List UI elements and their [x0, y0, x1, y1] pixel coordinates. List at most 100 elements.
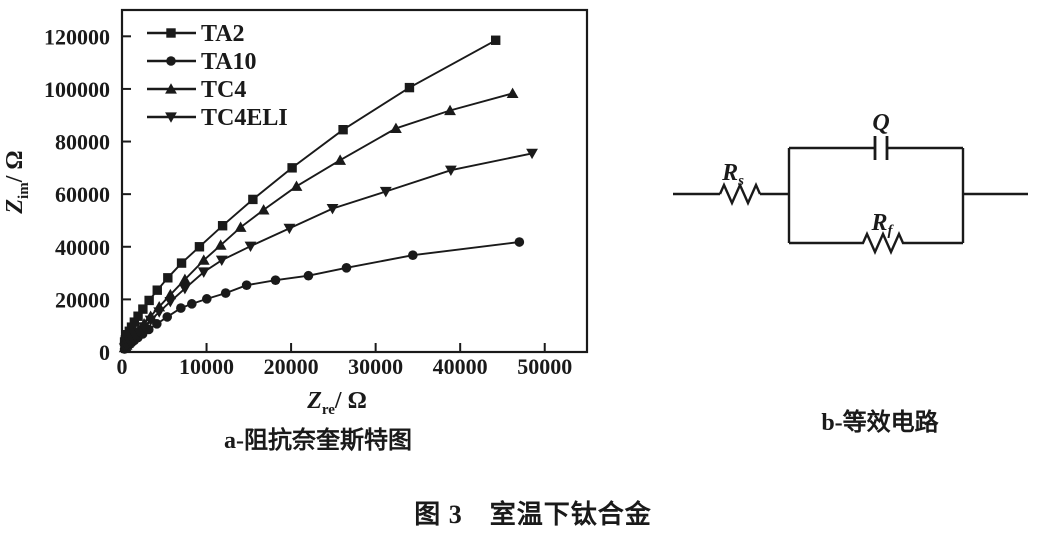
resistor-rs-zigzag [718, 182, 762, 206]
marker-triangle-down [153, 307, 166, 318]
marker-square [144, 295, 154, 306]
y-tick-label: 100000 [44, 77, 110, 102]
figure-caption: 图 3 室温下钛合金 [414, 500, 652, 529]
marker-triangle-up [506, 87, 519, 98]
x-tick-label: 20000 [264, 354, 319, 379]
marker-square [129, 317, 140, 327]
marker-square [176, 258, 187, 268]
marker-square [133, 311, 143, 321]
marker-square [166, 28, 176, 38]
marker-triangle-up [197, 254, 210, 265]
series-tc4eli [118, 148, 538, 354]
marker-triangle-down [197, 267, 210, 278]
marker-square [338, 125, 348, 135]
series-ta10 [119, 237, 525, 354]
marker-circle [162, 312, 173, 322]
y-tick-label: 0 [99, 340, 110, 365]
y-tick-label: 20000 [55, 287, 110, 312]
y-tick-label: 60000 [55, 182, 110, 207]
label-rs: Rs [721, 160, 744, 189]
marker-triangle-down [326, 204, 339, 215]
marker-circle [152, 319, 162, 329]
circuit-wires [673, 136, 1028, 255]
x-axis-label: Zre/ Ω [306, 388, 367, 418]
axis-label-part: / Ω [2, 150, 28, 183]
marker-triangle-up [290, 180, 303, 191]
y-axis-label-group: Zim/ Ω [2, 150, 32, 214]
marker-triangle-up [179, 273, 191, 285]
series-tc4 [118, 87, 519, 353]
marker-square [217, 221, 228, 231]
marker-triangle-down [444, 165, 457, 177]
marker-triangle-down [244, 241, 257, 253]
marker-circle [187, 299, 197, 309]
marker-square [490, 35, 501, 45]
marker-triangle-up [165, 83, 177, 94]
y-tick-label: 80000 [55, 130, 110, 155]
series-line [123, 241, 520, 350]
label-q: Q [872, 110, 889, 136]
axis-label-part: Z [2, 199, 28, 215]
axis-label-part: re [322, 402, 335, 418]
marker-circle [341, 263, 352, 273]
marker-circle [303, 270, 314, 281]
marker-circle [514, 237, 525, 247]
marker-triangle-down [144, 315, 157, 327]
marker-square [163, 273, 173, 283]
legend-item-tc4eli: TC4ELI [147, 105, 288, 131]
axis-label-part: im [16, 182, 32, 199]
marker-triangle-up [164, 288, 177, 300]
marker-circle [166, 56, 176, 66]
label-rf: Rf [870, 210, 894, 239]
subfigure-a-caption: a-阻抗奈奎斯特图 [224, 428, 412, 454]
marker-triangle-down [133, 327, 145, 338]
marker-triangle-down [379, 186, 392, 198]
label-rf-sub: f [888, 223, 895, 239]
nyquist-chart: 0 10000 20000 30000 40000 50000 0 20000 40000 600… [2, 8, 589, 418]
marker-triangle-down [283, 223, 296, 235]
marker-circle [201, 294, 212, 304]
legend-label: TA10 [201, 49, 257, 75]
subfigure-b-caption: b-等效电路 [821, 410, 939, 436]
marker-triangle-up [214, 239, 227, 250]
x-tick-label: 0 [117, 354, 128, 379]
legend-item-tc4: TC4 [147, 77, 246, 103]
axis-label-part: / Ω [334, 388, 367, 414]
axis-label-part: Z [306, 388, 322, 414]
x-tick-label: 40000 [433, 354, 488, 379]
legend-item-ta10: TA10 [147, 49, 257, 75]
marker-circle [220, 288, 231, 298]
marker-triangle-down [179, 283, 191, 295]
capacitor-q-plates [873, 136, 889, 160]
label-rs-base: R [721, 160, 738, 186]
legend-label: TC4ELI [201, 105, 288, 131]
marker-triangle-down [215, 255, 228, 266]
resistor-rf-branch [789, 231, 963, 255]
legend-label: TA2 [201, 21, 245, 47]
marker-square [404, 82, 415, 93]
marker-triangle-down [138, 322, 150, 333]
marker-square [194, 242, 205, 252]
marker-square [126, 322, 137, 332]
label-rs-sub: s [737, 173, 744, 189]
marker-triangle-up [257, 204, 270, 215]
marker-triangle-down [526, 148, 538, 160]
legend-item-ta2: TA2 [147, 21, 245, 47]
marker-square [138, 304, 148, 314]
legend-label: TC4 [201, 77, 246, 103]
marker-triangle-up [334, 154, 347, 165]
marker-circle [241, 280, 252, 290]
marker-square [248, 194, 258, 205]
marker-square [287, 163, 297, 173]
plot-frame [120, 8, 589, 354]
equivalent-circuit-diagram: Rs Q Rf [673, 110, 1028, 255]
series-line [123, 152, 533, 349]
marker-triangle-down [164, 297, 177, 308]
marker-triangle-up [234, 221, 247, 232]
marker-circle [270, 275, 281, 285]
x-tick-label: 50000 [517, 354, 572, 379]
series-ta2 [119, 35, 501, 347]
marker-square [152, 285, 162, 295]
